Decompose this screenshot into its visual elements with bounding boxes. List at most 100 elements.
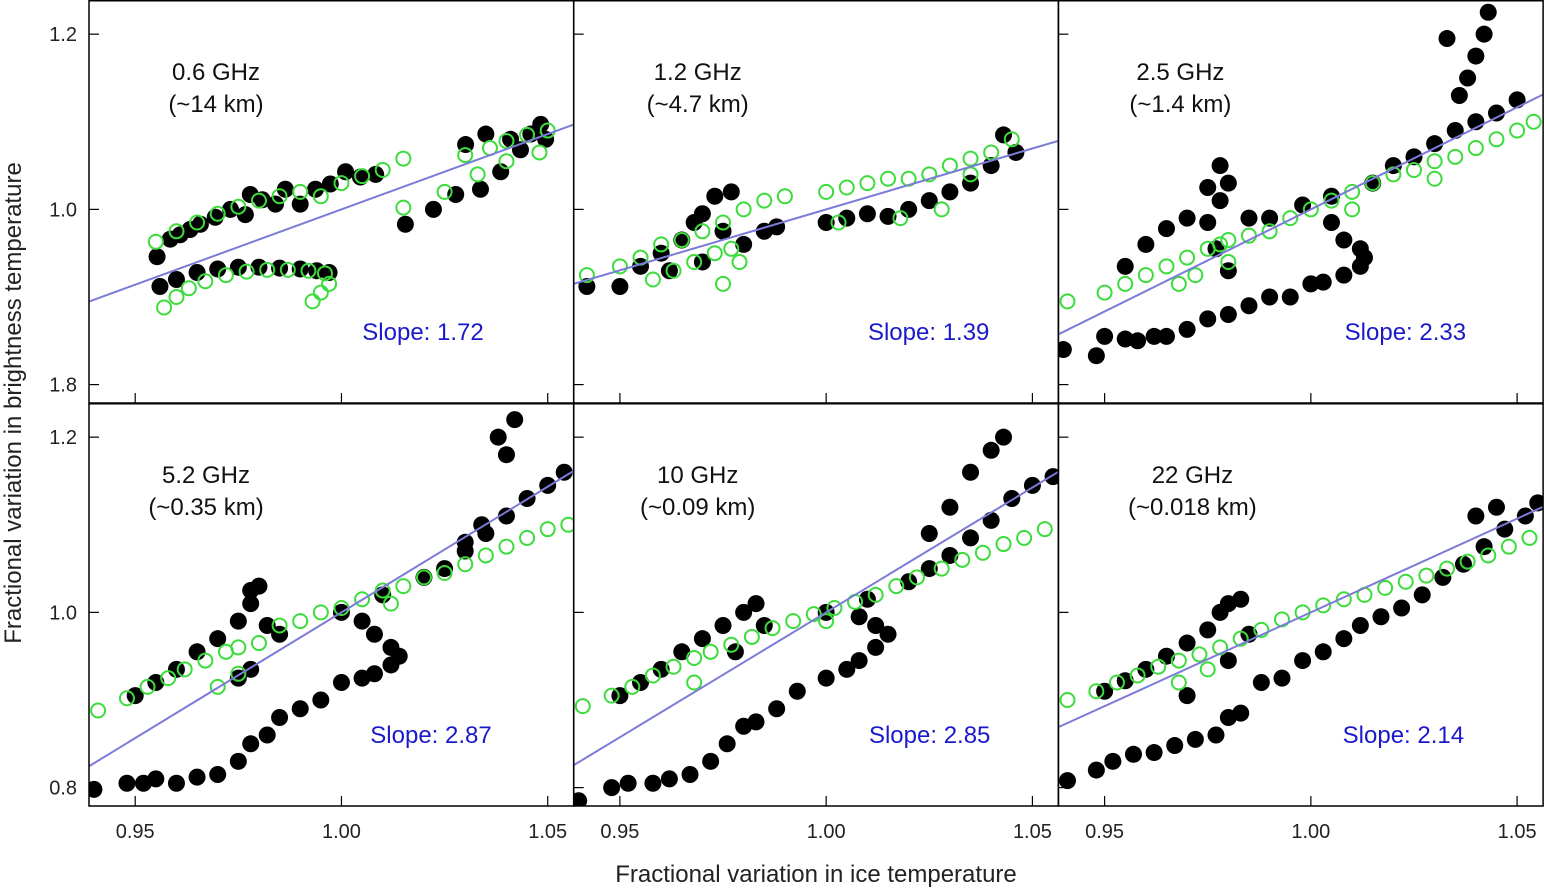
filled-point [702, 752, 720, 770]
filled-point [118, 774, 136, 792]
filled-point [941, 546, 959, 564]
filled-point [1058, 341, 1072, 359]
fit-line [573, 470, 1059, 767]
filled-point [1232, 590, 1250, 608]
open-point [147, 233, 164, 250]
filled-point [506, 411, 524, 429]
open-point [90, 702, 107, 719]
open-point [731, 253, 748, 270]
open-point [1282, 210, 1299, 227]
filled-point [714, 617, 732, 635]
filled-point [1281, 288, 1299, 306]
open-point [230, 198, 247, 215]
filled-point [382, 638, 400, 656]
filled-point [660, 262, 678, 280]
filled-point [858, 205, 876, 223]
filled-point [497, 446, 515, 464]
open-point [312, 188, 329, 205]
filled-point [573, 792, 588, 806]
open-point [180, 280, 197, 297]
filled-point [1219, 174, 1237, 192]
open-point [230, 665, 247, 682]
x-tick-label: 0.95 [1085, 821, 1124, 843]
open-point [1480, 547, 1497, 564]
open-point [250, 192, 267, 209]
filled-point [1058, 772, 1076, 790]
filled-point [167, 774, 185, 792]
filled-point [838, 660, 856, 678]
open-point [333, 175, 350, 192]
open-point [279, 261, 296, 278]
open-point [519, 529, 536, 546]
filled-point [1166, 737, 1184, 755]
open-point [1377, 579, 1394, 596]
open-point [1187, 267, 1204, 284]
filled-point [1475, 538, 1493, 556]
filled-point [681, 765, 699, 783]
filled-point [489, 428, 507, 446]
open-point [665, 658, 682, 675]
open-point [395, 578, 412, 595]
filled-point [291, 195, 309, 213]
filled-point [258, 726, 276, 744]
filled-point [722, 183, 740, 201]
filled-point [1351, 240, 1369, 258]
filled-point [167, 270, 185, 288]
filled-point [1302, 275, 1320, 293]
filled-point [838, 209, 856, 227]
open-point [1059, 691, 1076, 708]
fit-line [1058, 93, 1544, 336]
filled-point [191, 215, 209, 233]
filled-point [920, 192, 938, 210]
filled-point [1178, 209, 1196, 227]
open-point [1385, 166, 1402, 183]
filled-point [673, 643, 691, 661]
open-point [715, 275, 732, 292]
filled-point [1516, 507, 1534, 525]
filled-point [747, 595, 765, 613]
panel-4: 0.95 1.00 1.05 10 GHz (~0.09 km) Slope: 2.85 [572, 403, 1060, 843]
filled-point [706, 187, 724, 205]
open-point [1405, 161, 1422, 178]
filled-point [1096, 682, 1114, 700]
open-point [436, 564, 453, 581]
fit-line [89, 469, 574, 768]
filled-point [1157, 220, 1175, 238]
filled-point [1335, 231, 1353, 249]
open-point [1500, 538, 1517, 555]
open-point [974, 544, 991, 561]
open-point [531, 144, 548, 161]
open-point [1212, 236, 1229, 253]
filled-point [1496, 520, 1514, 538]
plot-area [1058, 3, 1544, 365]
open-point [644, 271, 661, 288]
open-point [209, 205, 226, 222]
open-point [880, 170, 897, 187]
filled-point [611, 687, 629, 705]
open-point [706, 245, 723, 262]
open-point [933, 560, 950, 577]
filled-point [456, 533, 474, 551]
filled-point [817, 214, 835, 232]
open-point [1418, 567, 1435, 584]
filled-point [850, 652, 868, 670]
open-point [735, 201, 752, 218]
open-point [238, 263, 255, 280]
open-point [611, 258, 628, 275]
panel-title: 5.2 GHz [162, 462, 250, 489]
fit-line [573, 139, 1059, 285]
open-point [1059, 293, 1076, 310]
filled-point [332, 673, 350, 691]
filled-point [1364, 174, 1382, 192]
filled-point [735, 603, 753, 621]
filled-point [1393, 599, 1411, 617]
filled-point [1273, 669, 1291, 687]
filled-point [768, 700, 786, 718]
open-point [715, 214, 732, 231]
plot-area [573, 126, 1059, 295]
open-point [826, 600, 843, 617]
open-point [578, 267, 595, 284]
filled-point [1211, 157, 1229, 175]
x-tick-label: 1.05 [1498, 821, 1537, 843]
